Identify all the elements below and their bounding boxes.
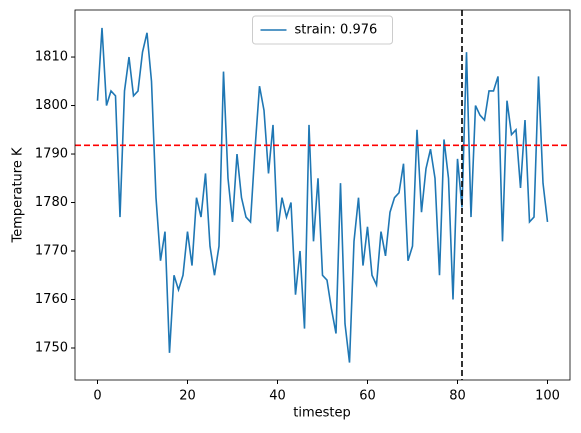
x-tick-label: 80 bbox=[449, 389, 466, 404]
y-tick-label: 1790 bbox=[35, 147, 68, 162]
x-tick-label: 0 bbox=[93, 389, 101, 404]
y-tick-label: 1780 bbox=[35, 195, 68, 210]
y-tick-label: 1750 bbox=[35, 340, 68, 355]
y-tick-label: 1770 bbox=[35, 244, 68, 259]
legend-label: strain: 0.976 bbox=[295, 23, 378, 38]
legend-box bbox=[252, 15, 393, 45]
x-tick-label: 60 bbox=[359, 389, 376, 404]
y-tick-label: 1760 bbox=[35, 292, 68, 307]
x-tick-label: 40 bbox=[269, 389, 286, 404]
x-axis-label: timestep bbox=[293, 406, 351, 421]
plot-frame bbox=[74, 9, 571, 381]
y-axis-label: Temperature K bbox=[11, 147, 26, 243]
y-tick-label: 1800 bbox=[35, 98, 68, 113]
data-line bbox=[96, 27, 549, 363]
y-tick-label: 1810 bbox=[35, 50, 68, 65]
x-tick-label: 20 bbox=[179, 389, 196, 404]
x-tick-label: 100 bbox=[535, 389, 560, 404]
